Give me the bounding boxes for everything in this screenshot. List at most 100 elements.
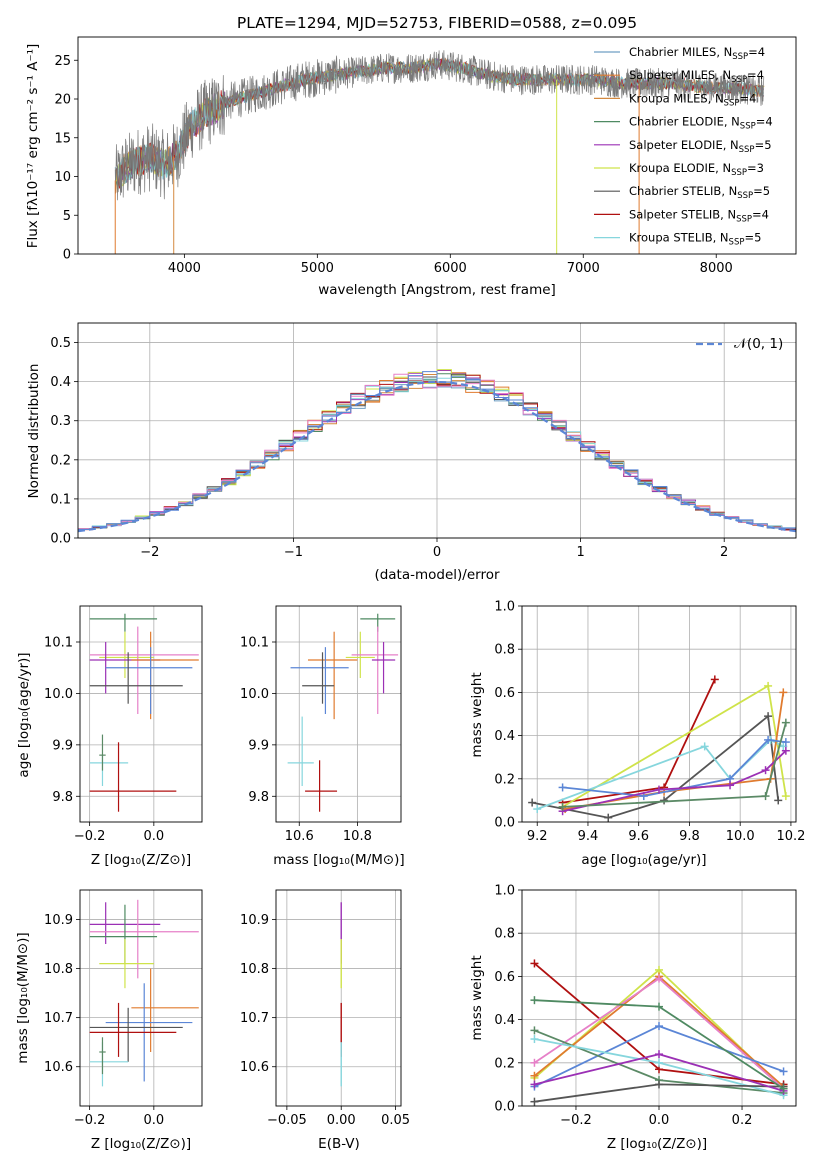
resid-xlabel: (data-model)/error bbox=[374, 567, 500, 583]
plus-marker bbox=[655, 974, 663, 983]
mass-vs-Z-plot-area bbox=[89, 899, 199, 1087]
gaussian-curve bbox=[78, 380, 796, 533]
y-tick-label: 0.4 bbox=[494, 1013, 515, 1028]
plus-marker bbox=[779, 1084, 788, 1093]
y-tick-label: 10 bbox=[54, 170, 71, 185]
plus-marker bbox=[779, 688, 788, 697]
error-bar-point bbox=[99, 734, 106, 771]
mass-weight-vs-Z-axes: −0.2 0.0 0.2 0.0 0.2 0.4 0.6 0.8 1.0 bbox=[494, 884, 797, 1128]
x-tick-label: 0.0 bbox=[143, 829, 164, 844]
axes-frame bbox=[521, 605, 797, 823]
y-tick-label: 0.8 bbox=[494, 643, 515, 658]
y-tick-label: 0 bbox=[63, 248, 71, 263]
legend-label: Kroupa MILES, NSSP=4 bbox=[629, 91, 756, 108]
agez-ylabel: age [log₁₀(age/yr)] bbox=[16, 652, 32, 777]
error-bar-point bbox=[89, 1007, 183, 1062]
mass-weight-vs-age-axes: 9.2 9.4 9.6 9.8 10.0 10.2 0.0 0.2 0.4 0.6 0.8 1.0 bbox=[494, 600, 805, 845]
residuals-axes: −2 −1 0 1 2 0.0 0.1 0.2 0.3 0.4 0.5 𝒩(0, 1) bbox=[50, 322, 797, 560]
massz-xlabel: Z [log₁₀(Z/Z⊙)] bbox=[91, 1136, 191, 1152]
y-tick-label: 0.0 bbox=[494, 816, 515, 831]
plus-marker bbox=[655, 1050, 663, 1059]
error-bar-point bbox=[89, 613, 158, 632]
plus-marker bbox=[530, 1058, 539, 1067]
mass-vs-ebv-axes: −0.05 0.00 0.05 10.6 10.7 10.8 10.9 bbox=[240, 889, 410, 1128]
legend-label: Salpeter STELIB, NSSP=4 bbox=[629, 207, 769, 224]
plus-marker bbox=[530, 996, 539, 1005]
x-tick-label: −0.2 bbox=[560, 1113, 592, 1128]
x-tick-label: 7000 bbox=[567, 261, 600, 276]
axes-frame bbox=[79, 605, 203, 823]
mass-vs-Z-axes: −0.2 0.0 10.6 10.7 10.8 10.9 bbox=[44, 889, 203, 1128]
y-tick-label: 0.2 bbox=[494, 772, 515, 787]
error-bar-point bbox=[89, 1002, 177, 1057]
y-tick-label: 0.4 bbox=[50, 375, 71, 390]
error-bar-point bbox=[371, 642, 396, 694]
error-bar-point bbox=[290, 647, 349, 714]
spectrum-legend: Chabrier MILES, NSSP=4 Salpeter MILES, NS… bbox=[594, 45, 773, 248]
x-tick-label: 4000 bbox=[168, 261, 201, 276]
age-vs-Z-axes: −0.2 0.0 9.8 9.9 10.0 10.1 bbox=[44, 605, 203, 844]
y-tick-label: 0.2 bbox=[50, 453, 71, 468]
error-bar-point bbox=[89, 626, 199, 714]
y-tick-label: 10.9 bbox=[44, 913, 73, 928]
spectrum-xlabel: wavelength [Angstrom, rest frame] bbox=[318, 282, 556, 298]
legend-label: Chabrier STELIB, NSSP=5 bbox=[629, 184, 770, 201]
y-tick-label: 25 bbox=[54, 54, 71, 69]
y-tick-label: 10.0 bbox=[44, 687, 73, 702]
x-tick-label: 10.6 bbox=[285, 829, 314, 844]
y-tick-label: 20 bbox=[54, 93, 71, 108]
y-tick-label: 15 bbox=[54, 131, 71, 146]
spectrum-title: PLATE=1294, MJD=52753, FIBERID=0588, z=0… bbox=[237, 14, 637, 32]
y-tick-label: 9.8 bbox=[248, 790, 269, 805]
legend-label: 𝒩(0, 1) bbox=[734, 336, 783, 352]
x-tick-label: 0.00 bbox=[327, 1113, 356, 1128]
plus-marker bbox=[530, 1080, 539, 1089]
y-tick-label: 0.1 bbox=[50, 492, 71, 507]
error-bar-point bbox=[302, 652, 335, 704]
plus-marker bbox=[781, 792, 790, 801]
legend-label: Kroupa STELIB, NSSP=5 bbox=[629, 231, 761, 248]
plus-marker bbox=[655, 1080, 663, 1089]
legend-label: Salpeter MILES, NSSP=4 bbox=[629, 68, 764, 85]
axes-frame bbox=[77, 322, 797, 539]
x-tick-label: 9.6 bbox=[628, 829, 649, 844]
x-tick-label: 0 bbox=[433, 545, 441, 560]
error-bar-point bbox=[105, 647, 193, 714]
y-tick-label: 10.7 bbox=[240, 1011, 269, 1026]
age-vs-mass-plot-area bbox=[287, 613, 399, 812]
plus-marker bbox=[781, 738, 790, 747]
x-tick-label: 1 bbox=[576, 545, 584, 560]
legend-label: Kroupa ELODIE, NSSP=3 bbox=[629, 161, 764, 178]
y-tick-label: 0.2 bbox=[494, 1056, 515, 1071]
y-tick-label: 0.0 bbox=[494, 1100, 515, 1115]
y-tick-label: 0.3 bbox=[50, 414, 71, 429]
y-tick-label: 0.0 bbox=[50, 532, 71, 547]
plus-marker bbox=[558, 802, 567, 811]
plus-marker bbox=[533, 805, 542, 814]
plus-marker bbox=[761, 792, 770, 801]
plus-marker bbox=[761, 766, 770, 775]
x-tick-label: 9.2 bbox=[527, 829, 548, 844]
plus-marker bbox=[774, 796, 783, 805]
spectrum-ylabel: Flux [fλ10⁻¹⁷ erg cm⁻² s⁻¹ A⁻¹] bbox=[25, 44, 41, 249]
legend-label: Chabrier ELODIE, NSSP=4 bbox=[629, 115, 773, 132]
plus-marker bbox=[655, 1002, 663, 1011]
x-tick-label: 0.05 bbox=[381, 1113, 410, 1128]
x-tick-label: −0.2 bbox=[74, 829, 106, 844]
plus-marker bbox=[655, 1058, 663, 1067]
plus-marker bbox=[530, 1071, 539, 1080]
y-tick-label: 0.6 bbox=[494, 686, 515, 701]
residuals-plot-area bbox=[78, 369, 796, 533]
y-tick-label: 10.8 bbox=[44, 962, 73, 977]
error-bar-point bbox=[307, 631, 358, 720]
y-tick-label: 10.1 bbox=[240, 636, 269, 651]
plus-marker bbox=[710, 675, 719, 684]
error-bar-point bbox=[89, 652, 183, 704]
axes-frame bbox=[79, 889, 203, 1107]
plus-marker bbox=[530, 1035, 539, 1044]
x-tick-label: −1 bbox=[284, 545, 303, 560]
age-vs-Z-plot-area bbox=[89, 613, 199, 812]
y-tick-label: 10.9 bbox=[240, 913, 269, 928]
legend-label: Chabrier MILES, NSSP=4 bbox=[629, 45, 765, 62]
